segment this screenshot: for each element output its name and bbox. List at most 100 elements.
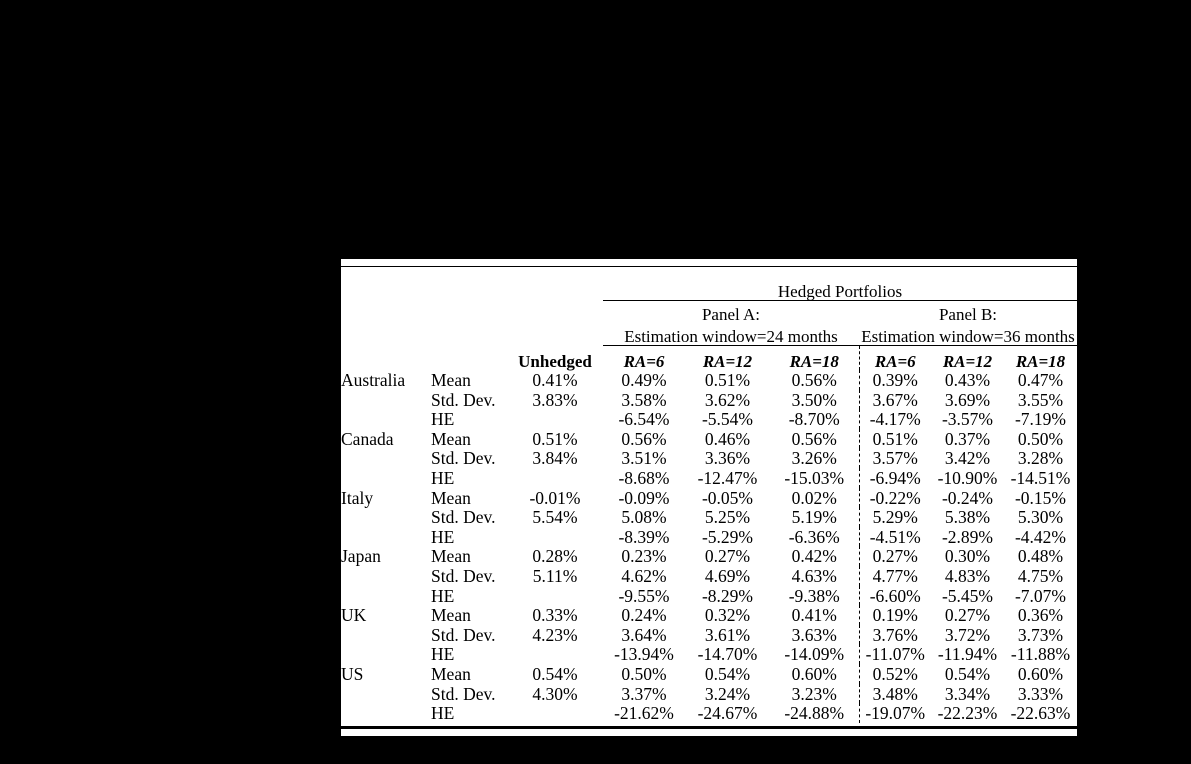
table-row: HE -9.55% -8.29% -9.38% -6.60% -5.45% -7.07% [341, 585, 1077, 606]
cell-panel-a-2: 0.60% [791, 664, 837, 684]
cell-panel-a-0: 3.58% [621, 389, 667, 410]
cell-panel-a-2: -14.09% [784, 644, 845, 665]
row-metric-label: Mean [431, 370, 471, 391]
cell-panel-b-1: 3.34% [944, 683, 991, 704]
cell-panel-b-0: 3.57% [858, 448, 931, 468]
cell-panel-a-0: -21.62% [614, 703, 674, 724]
cell-panel-b-2: 0.36% [1017, 605, 1064, 626]
row-country-label: US [341, 664, 364, 684]
header-spacer-cell [341, 267, 1077, 278]
cell-panel-a-0: -6.54% [618, 409, 670, 430]
table-body: Australia Mean 0.41% 0.49% 0.51% 0.56% 0.39% 0.… [341, 370, 1077, 726]
cell-panel-a-0: 0.23% [621, 546, 667, 567]
column-header-panel-b-ra18: RA=18 [1015, 352, 1066, 371]
cell-panel-b-0: -4.51% [858, 526, 931, 547]
cell-panel-b-0: 3.48% [858, 683, 931, 704]
row-metric-label: HE [431, 644, 455, 665]
row-country-label [341, 468, 431, 488]
table-header: Hedged Portfolios Panel A: Panel B: Esti… [341, 267, 1077, 370]
group-header-hedged-portfolios: Hedged Portfolios [603, 278, 1077, 301]
cell-panel-a-2: -8.70% [788, 409, 840, 430]
cell-panel-a-2: 0.42% [791, 546, 837, 567]
column-header-panel-a-ra18: RA=18 [789, 352, 839, 371]
cell-panel-b-1: 3.69% [944, 389, 991, 410]
cell-panel-a-0: -8.39% [618, 526, 670, 547]
cell-unhedged [507, 644, 603, 664]
panel-subtitle-row: Estimation window=24 months Estimation w… [341, 323, 1077, 346]
cell-panel-a-0: -8.68% [618, 468, 670, 489]
row-country-label [341, 625, 431, 645]
cell-panel-b-1: 5.38% [944, 507, 991, 528]
column-header-country [341, 346, 431, 371]
cell-panel-b-2: -7.19% [1014, 409, 1067, 430]
cell-panel-b-0: -11.07% [858, 644, 931, 664]
cell-unhedged [507, 527, 603, 547]
cell-unhedged [507, 468, 603, 488]
row-country-label: Italy [341, 487, 374, 508]
table-row: Std. Dev. 5.11% 4.62% 4.69% 4.63% 4.77% 4.83% 4… [341, 565, 1077, 587]
panel-b-title: Panel B: [938, 305, 998, 324]
cell-panel-a-1: 0.27% [704, 546, 751, 567]
row-metric-label: Std. Dev. [431, 507, 496, 528]
cell-unhedged: 0.28% [532, 546, 578, 567]
cell-unhedged: 4.30% [532, 683, 578, 704]
cell-panel-a-1: 0.46% [704, 428, 751, 449]
cell-panel-a-2: 4.63% [791, 566, 837, 587]
cell-panel-b-0: -6.94% [858, 467, 931, 488]
row-metric-label: Mean [431, 487, 471, 508]
table-row: HE -6.54% -5.54% -8.70% -4.17% -3.57% -7.19% [341, 409, 1077, 429]
cell-panel-a-1: 0.54% [704, 664, 751, 684]
table-row: Std. Dev. 4.30% 3.37% 3.24% 3.23% 3.48% 3.34% 3… [341, 683, 1077, 704]
row-metric-label: Mean [431, 664, 471, 684]
row-country-label [341, 703, 431, 723]
cell-unhedged: 0.41% [532, 370, 578, 391]
cell-panel-a-0: -13.94% [614, 644, 674, 665]
row-country-label: UK [341, 605, 367, 626]
row-metric-label: Mean [431, 546, 471, 567]
cell-panel-b-0: 3.67% [858, 389, 931, 410]
cell-panel-a-2: 0.56% [791, 428, 837, 449]
cell-panel-b-1: -3.57% [941, 409, 994, 430]
table-row: HE -8.39% -5.29% -6.36% -4.51% -2.89% -4.42% [341, 526, 1077, 547]
row-metric-label: Mean [431, 428, 471, 449]
row-country-label [341, 390, 431, 410]
panel-a-title: Panel A: [701, 305, 761, 324]
cell-panel-b-1: -10.90% [937, 468, 998, 489]
cell-panel-a-1: -12.47% [697, 468, 758, 489]
row-country-label [341, 527, 431, 547]
table-row: UK Mean 0.33% 0.24% 0.32% 0.41% 0.19% 0.27% 0.36… [341, 605, 1077, 625]
cell-panel-a-0: 0.49% [621, 370, 667, 391]
table-row: Italy Mean -0.01% -0.09% -0.05% 0.02% -0.22% -0… [341, 487, 1077, 508]
cell-panel-b-0: 0.27% [858, 546, 931, 566]
column-header-panel-b-ra12: RA=12 [942, 352, 993, 371]
cell-panel-b-1: 0.43% [944, 370, 991, 391]
row-metric-label: HE [431, 409, 455, 430]
cell-panel-b-0: -0.22% [858, 487, 931, 508]
column-header-unhedged: Unhedged [518, 352, 592, 371]
cell-panel-b-2: -22.63% [1010, 703, 1071, 724]
cell-panel-a-1: 3.62% [704, 389, 751, 410]
row-metric-label: HE [431, 468, 455, 489]
cell-unhedged: 0.51% [532, 428, 578, 449]
cell-panel-b-2: 0.60% [1017, 664, 1064, 684]
cell-panel-b-1: -0.24% [941, 487, 994, 508]
cell-panel-b-1: -5.45% [941, 585, 994, 606]
row-metric-label: Std. Dev. [431, 448, 496, 469]
panel-subtitle-empty [341, 323, 603, 346]
cell-panel-b-1: 4.83% [944, 566, 991, 587]
table-row: Std. Dev. 3.84% 3.51% 3.36% 3.26% 3.57% 3.42% 3… [341, 448, 1077, 468]
cell-panel-a-2: 0.02% [791, 487, 837, 508]
row-metric-label: HE [431, 703, 455, 724]
row-country-label [341, 586, 431, 606]
panel-a-subtitle: Estimation window=24 months [603, 323, 859, 346]
cell-panel-a-1: 3.24% [704, 683, 751, 704]
cell-panel-a-1: -24.67% [697, 703, 758, 724]
cell-unhedged: 3.84% [532, 448, 578, 469]
cell-panel-b-2: -14.51% [1010, 468, 1071, 489]
cell-unhedged [507, 703, 603, 723]
row-country-label [341, 448, 431, 468]
cell-panel-a-1: -14.70% [697, 644, 758, 665]
cell-panel-a-2: 0.56% [791, 370, 837, 391]
cell-unhedged: 5.54% [532, 507, 578, 528]
